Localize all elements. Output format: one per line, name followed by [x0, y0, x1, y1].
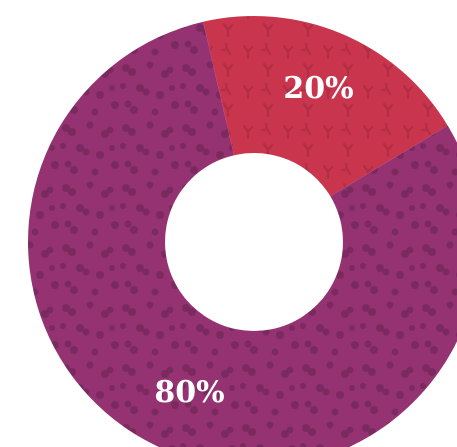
slice-label-20: 20% — [283, 71, 353, 106]
donut-hole — [165, 153, 343, 331]
slice-label-80: 80% — [154, 375, 224, 410]
